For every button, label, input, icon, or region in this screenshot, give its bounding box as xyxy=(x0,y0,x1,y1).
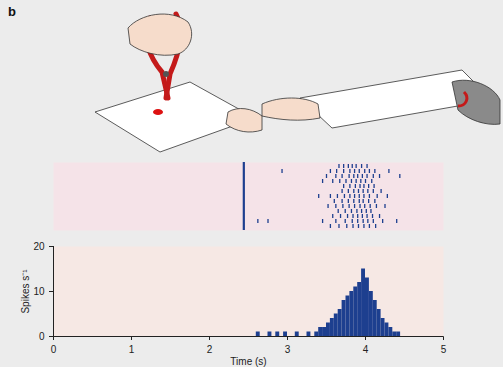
svg-text:Spikes s⁻¹: Spikes s⁻¹ xyxy=(20,269,31,314)
svg-text:4: 4 xyxy=(363,344,369,355)
html-text:b: b xyxy=(8,4,16,19)
svg-text:5: 5 xyxy=(441,344,447,355)
svg-text:0: 0 xyxy=(51,344,57,355)
svg-text:2: 2 xyxy=(207,344,213,355)
svg-text:0: 0 xyxy=(39,331,45,342)
svg-text:10: 10 xyxy=(33,286,45,297)
svg-text:Time (s): Time (s) xyxy=(230,356,266,367)
svg-text:1: 1 xyxy=(129,344,135,355)
svg-text:3: 3 xyxy=(285,344,291,355)
svg-text:20: 20 xyxy=(33,241,45,252)
